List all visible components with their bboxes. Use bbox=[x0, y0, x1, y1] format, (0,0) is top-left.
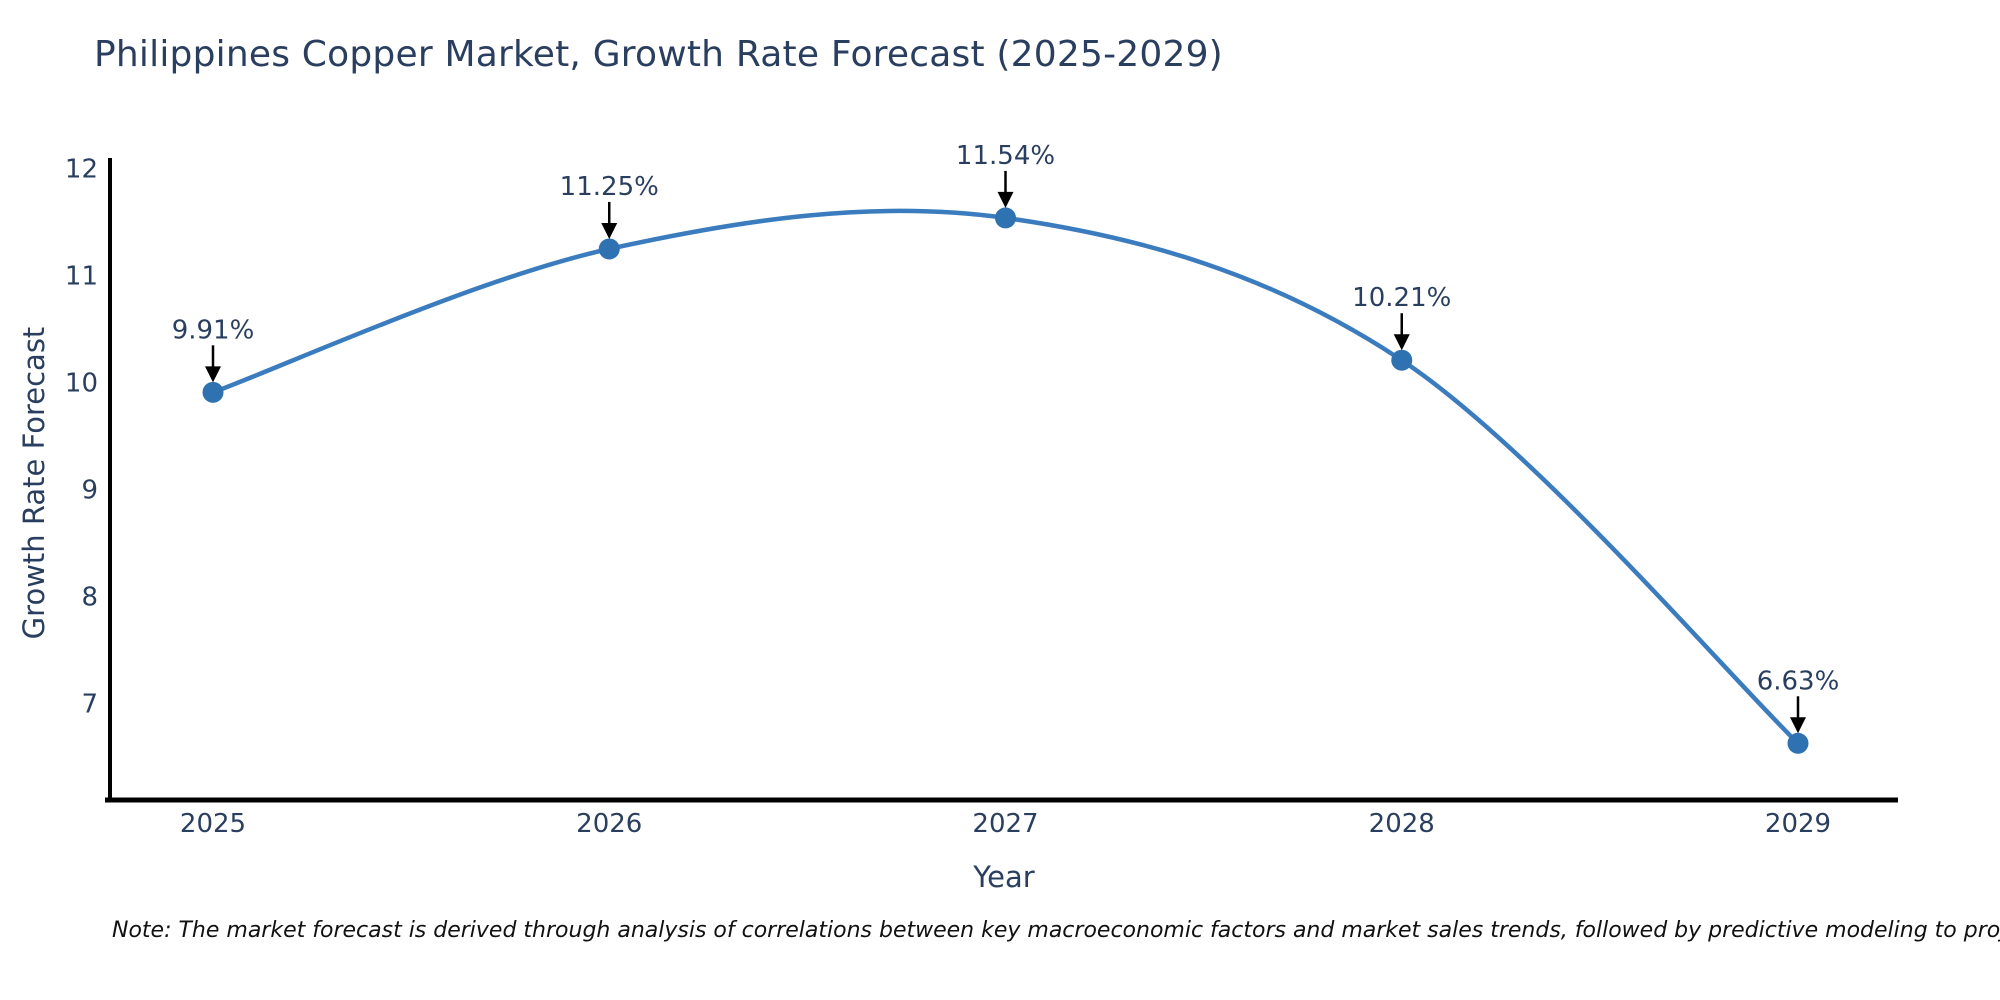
x-tick-label-2025: 2025 bbox=[180, 809, 246, 839]
x-tick-label-2029: 2029 bbox=[1765, 809, 1831, 839]
y-tick-label-11: 11 bbox=[65, 262, 98, 292]
annotation-arrowhead-2025 bbox=[205, 366, 221, 383]
x-axis-title: Year bbox=[973, 860, 1035, 894]
annotation-arrowhead-2027 bbox=[997, 191, 1014, 208]
annotation-label-2025: 9.91% bbox=[172, 315, 255, 345]
data-point-2027[interactable] bbox=[995, 207, 1016, 229]
y-tick-label-8: 8 bbox=[81, 583, 98, 613]
annotation-label-2028: 10.21% bbox=[1352, 283, 1451, 313]
data-point-2029[interactable] bbox=[1787, 732, 1809, 754]
annotation-label-2026: 11.25% bbox=[560, 172, 659, 202]
x-tick-label-2026: 2026 bbox=[576, 809, 642, 839]
x-tick-label-2028: 2028 bbox=[1369, 809, 1435, 839]
x-tick-label-2027: 2027 bbox=[972, 809, 1038, 839]
chart-title: Philippines Copper Market, Growth Rate F… bbox=[94, 34, 1223, 75]
forecast-line bbox=[210, 208, 1801, 746]
y-tick-label-10: 10 bbox=[65, 369, 98, 399]
annotation-arrowhead-2028 bbox=[1393, 334, 1410, 351]
data-point-2025[interactable] bbox=[202, 381, 224, 403]
y-tick-label-9: 9 bbox=[81, 476, 98, 506]
y-tick-label-12: 12 bbox=[65, 155, 98, 185]
y-axis-title: Growth Rate Forecast bbox=[17, 326, 51, 640]
annotation-arrowhead-2029 bbox=[1790, 717, 1806, 734]
y-tick-label-7: 7 bbox=[81, 690, 98, 720]
footnote: Note: The market forecast is derived thr… bbox=[112, 918, 2000, 943]
annotation-label-2029: 6.63% bbox=[1757, 666, 1840, 696]
annotation-arrowhead-2026 bbox=[601, 222, 618, 239]
data-point-2028[interactable] bbox=[1391, 349, 1413, 371]
annotation-label-2027: 11.54% bbox=[956, 141, 1055, 171]
data-point-2026[interactable] bbox=[598, 238, 620, 260]
